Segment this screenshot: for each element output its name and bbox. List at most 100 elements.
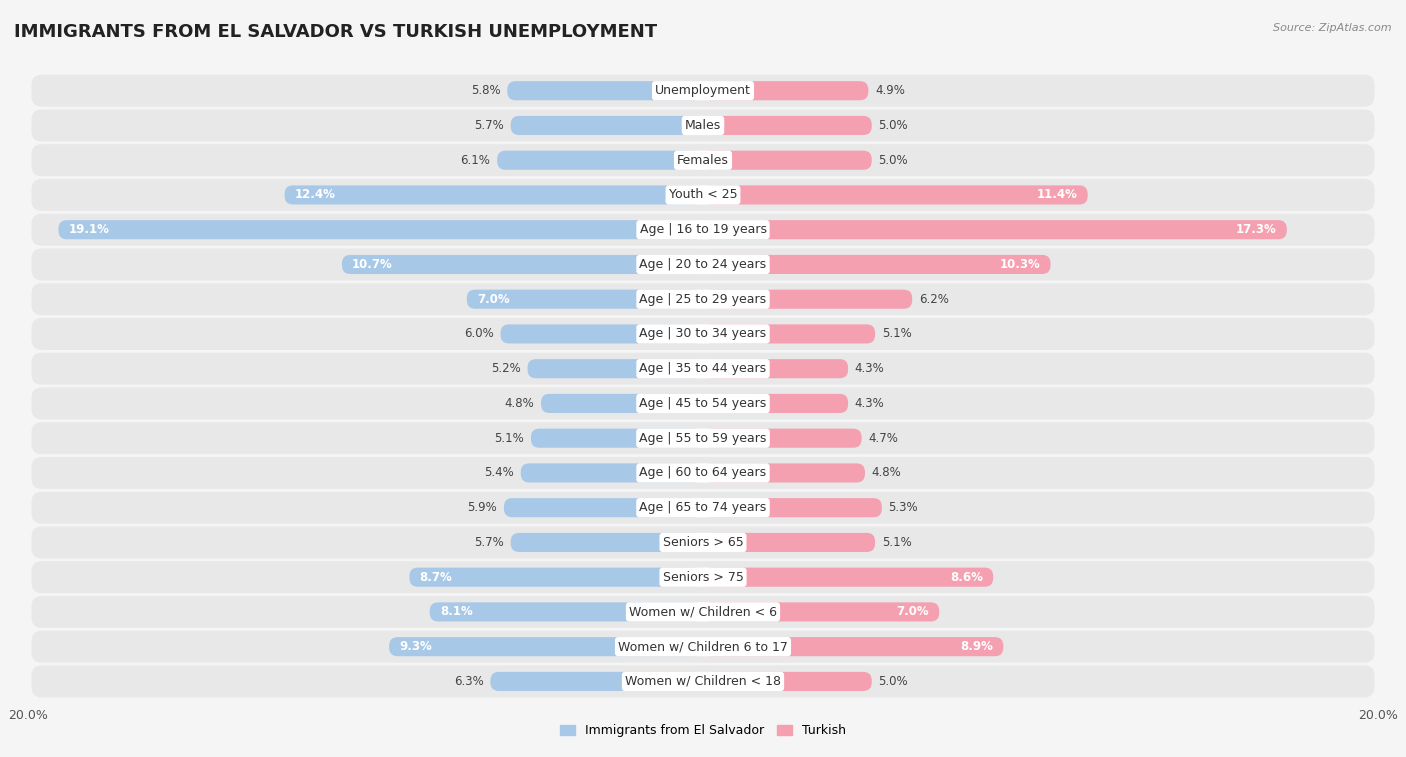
FancyBboxPatch shape bbox=[703, 359, 848, 378]
FancyBboxPatch shape bbox=[703, 603, 939, 621]
Text: Age | 65 to 74 years: Age | 65 to 74 years bbox=[640, 501, 766, 514]
Text: 5.0%: 5.0% bbox=[879, 119, 908, 132]
FancyBboxPatch shape bbox=[703, 325, 875, 344]
Text: 11.4%: 11.4% bbox=[1036, 188, 1077, 201]
Text: 5.1%: 5.1% bbox=[882, 536, 911, 549]
Text: Age | 55 to 59 years: Age | 55 to 59 years bbox=[640, 431, 766, 444]
Text: 8.9%: 8.9% bbox=[960, 640, 993, 653]
FancyBboxPatch shape bbox=[467, 290, 703, 309]
FancyBboxPatch shape bbox=[520, 463, 703, 482]
Text: 5.1%: 5.1% bbox=[882, 328, 911, 341]
Text: Age | 16 to 19 years: Age | 16 to 19 years bbox=[640, 223, 766, 236]
FancyBboxPatch shape bbox=[527, 359, 703, 378]
FancyBboxPatch shape bbox=[31, 388, 1375, 419]
Text: 5.2%: 5.2% bbox=[491, 362, 520, 375]
FancyBboxPatch shape bbox=[31, 213, 1375, 246]
Text: 4.3%: 4.3% bbox=[855, 397, 884, 410]
FancyBboxPatch shape bbox=[31, 145, 1375, 176]
FancyBboxPatch shape bbox=[541, 394, 703, 413]
Text: Unemployment: Unemployment bbox=[655, 84, 751, 97]
Text: 4.9%: 4.9% bbox=[875, 84, 905, 97]
FancyBboxPatch shape bbox=[31, 318, 1375, 350]
FancyBboxPatch shape bbox=[31, 665, 1375, 697]
FancyBboxPatch shape bbox=[510, 116, 703, 135]
Text: Seniors > 65: Seniors > 65 bbox=[662, 536, 744, 549]
Text: 8.1%: 8.1% bbox=[440, 606, 472, 618]
Text: 5.0%: 5.0% bbox=[879, 154, 908, 167]
FancyBboxPatch shape bbox=[491, 672, 703, 691]
Text: Age | 35 to 44 years: Age | 35 to 44 years bbox=[640, 362, 766, 375]
FancyBboxPatch shape bbox=[503, 498, 703, 517]
Text: Source: ZipAtlas.com: Source: ZipAtlas.com bbox=[1274, 23, 1392, 33]
FancyBboxPatch shape bbox=[430, 603, 703, 621]
Text: 6.2%: 6.2% bbox=[920, 293, 949, 306]
Text: 10.3%: 10.3% bbox=[1000, 258, 1040, 271]
FancyBboxPatch shape bbox=[703, 151, 872, 170]
Text: 5.4%: 5.4% bbox=[484, 466, 515, 479]
FancyBboxPatch shape bbox=[703, 463, 865, 482]
Text: 6.0%: 6.0% bbox=[464, 328, 494, 341]
Text: 4.8%: 4.8% bbox=[872, 466, 901, 479]
Text: 17.3%: 17.3% bbox=[1236, 223, 1277, 236]
Text: Youth < 25: Youth < 25 bbox=[669, 188, 737, 201]
Text: Age | 60 to 64 years: Age | 60 to 64 years bbox=[640, 466, 766, 479]
Text: IMMIGRANTS FROM EL SALVADOR VS TURKISH UNEMPLOYMENT: IMMIGRANTS FROM EL SALVADOR VS TURKISH U… bbox=[14, 23, 657, 41]
Text: 5.8%: 5.8% bbox=[471, 84, 501, 97]
Text: Women w/ Children 6 to 17: Women w/ Children 6 to 17 bbox=[619, 640, 787, 653]
Text: 5.7%: 5.7% bbox=[474, 536, 503, 549]
Text: 10.7%: 10.7% bbox=[352, 258, 392, 271]
Text: 5.9%: 5.9% bbox=[467, 501, 498, 514]
FancyBboxPatch shape bbox=[31, 422, 1375, 454]
FancyBboxPatch shape bbox=[31, 457, 1375, 489]
FancyBboxPatch shape bbox=[703, 568, 993, 587]
FancyBboxPatch shape bbox=[389, 637, 703, 656]
FancyBboxPatch shape bbox=[31, 631, 1375, 662]
Text: Females: Females bbox=[678, 154, 728, 167]
FancyBboxPatch shape bbox=[703, 185, 1088, 204]
Text: 8.6%: 8.6% bbox=[950, 571, 983, 584]
Text: 6.3%: 6.3% bbox=[454, 675, 484, 688]
Text: 7.0%: 7.0% bbox=[897, 606, 929, 618]
FancyBboxPatch shape bbox=[501, 325, 703, 344]
Text: 5.0%: 5.0% bbox=[879, 675, 908, 688]
FancyBboxPatch shape bbox=[31, 596, 1375, 628]
FancyBboxPatch shape bbox=[31, 179, 1375, 211]
Text: Women w/ Children < 6: Women w/ Children < 6 bbox=[628, 606, 778, 618]
Text: 5.7%: 5.7% bbox=[474, 119, 503, 132]
Text: 4.7%: 4.7% bbox=[869, 431, 898, 444]
FancyBboxPatch shape bbox=[508, 81, 703, 100]
FancyBboxPatch shape bbox=[703, 672, 872, 691]
FancyBboxPatch shape bbox=[409, 568, 703, 587]
FancyBboxPatch shape bbox=[531, 428, 703, 447]
FancyBboxPatch shape bbox=[31, 283, 1375, 315]
FancyBboxPatch shape bbox=[31, 561, 1375, 593]
FancyBboxPatch shape bbox=[703, 394, 848, 413]
Text: Seniors > 75: Seniors > 75 bbox=[662, 571, 744, 584]
Text: Age | 20 to 24 years: Age | 20 to 24 years bbox=[640, 258, 766, 271]
FancyBboxPatch shape bbox=[703, 220, 1286, 239]
Text: Age | 45 to 54 years: Age | 45 to 54 years bbox=[640, 397, 766, 410]
Legend: Immigrants from El Salvador, Turkish: Immigrants from El Salvador, Turkish bbox=[555, 719, 851, 743]
Text: Age | 25 to 29 years: Age | 25 to 29 years bbox=[640, 293, 766, 306]
FancyBboxPatch shape bbox=[703, 637, 1004, 656]
FancyBboxPatch shape bbox=[703, 81, 869, 100]
FancyBboxPatch shape bbox=[31, 75, 1375, 107]
FancyBboxPatch shape bbox=[31, 492, 1375, 524]
Text: 6.1%: 6.1% bbox=[461, 154, 491, 167]
FancyBboxPatch shape bbox=[510, 533, 703, 552]
Text: 4.8%: 4.8% bbox=[505, 397, 534, 410]
FancyBboxPatch shape bbox=[703, 428, 862, 447]
FancyBboxPatch shape bbox=[703, 290, 912, 309]
FancyBboxPatch shape bbox=[284, 185, 703, 204]
FancyBboxPatch shape bbox=[703, 533, 875, 552]
FancyBboxPatch shape bbox=[31, 526, 1375, 559]
Text: Age | 30 to 34 years: Age | 30 to 34 years bbox=[640, 328, 766, 341]
Text: 5.3%: 5.3% bbox=[889, 501, 918, 514]
FancyBboxPatch shape bbox=[703, 116, 872, 135]
Text: 9.3%: 9.3% bbox=[399, 640, 432, 653]
Text: 7.0%: 7.0% bbox=[477, 293, 509, 306]
FancyBboxPatch shape bbox=[703, 255, 1050, 274]
Text: 12.4%: 12.4% bbox=[295, 188, 336, 201]
FancyBboxPatch shape bbox=[59, 220, 703, 239]
FancyBboxPatch shape bbox=[31, 353, 1375, 385]
